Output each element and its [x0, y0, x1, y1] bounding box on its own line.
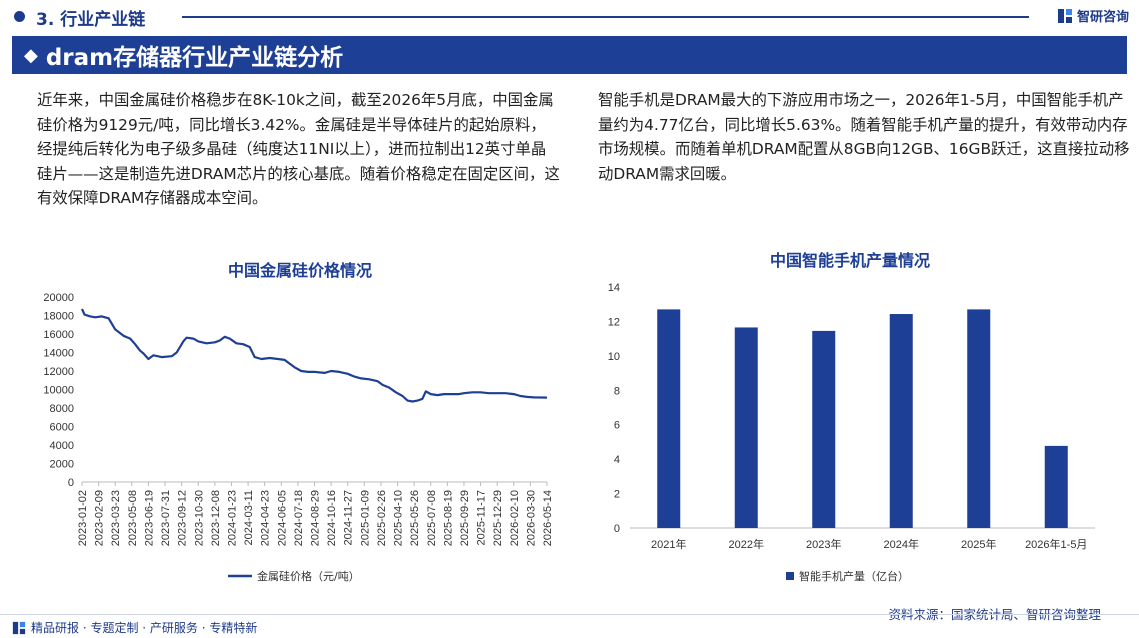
silicon-price-line-chart: 0 2000 4000 6000 8000 10000 12000 14000 16000 180… [43, 292, 554, 583]
x-tick-label: 2023-10-30 [193, 490, 205, 546]
y-tick-label: 14 [608, 282, 620, 294]
y-tick-label: 14000 [43, 348, 74, 360]
y-tick-label: 10000 [43, 385, 74, 397]
bar [812, 330, 836, 528]
brand-logo: 智研咨询 [1057, 6, 1129, 25]
header-divider [182, 16, 1029, 18]
x-tick-label: 2023-12-08 [210, 490, 222, 546]
y-tick-label: 2 [614, 489, 620, 501]
y-tick-label: 12000 [43, 366, 74, 378]
bar [1044, 445, 1068, 528]
x-tick-label: 2023-05-08 [127, 490, 139, 546]
brand-name: 智研咨询 [1076, 10, 1129, 25]
y-tick-label: 0 [68, 477, 74, 489]
bar [967, 309, 991, 528]
bar [734, 327, 758, 528]
price-series-line [80, 308, 548, 403]
x-tick-label: 2024年 [884, 537, 919, 551]
x-tick-label: 2025-11-17 [476, 490, 488, 545]
y-tick-label: 0 [614, 523, 620, 535]
x-tick-label: 2025-12-29 [492, 490, 504, 546]
footer-tagline-text: 精品研报 · 专题定制 · 产研服务 · 专精特新 [31, 621, 258, 635]
x-tick-label: 2023-01-02 [77, 490, 89, 546]
y-tick-label: 12 [608, 316, 620, 328]
x-tick-label: 2026-05-14 [542, 490, 554, 546]
x-tick-label: 2023-02-09 [94, 490, 106, 546]
y-tick-label: 10 [608, 351, 620, 363]
x-tick-label: 2022年 [729, 537, 764, 551]
y-tick-label: 18000 [43, 311, 74, 323]
x-tick-label: 2023-07-31 [160, 490, 172, 546]
x-tick-label: 2024-06-05 [276, 490, 288, 546]
y-tick-label: 6000 [50, 422, 74, 434]
smartphone-output-bar-chart: 0 2 4 6 8 10 12 14 2021年 2022年 2023年 2024年 2025年 2026… [608, 282, 1095, 583]
footer-divider [0, 614, 1139, 615]
diamond-icon: ◆ [24, 44, 38, 66]
x-tick-label: 2023年 [806, 537, 841, 551]
y-tick-label: 8000 [50, 403, 74, 415]
legend-swatch [786, 572, 794, 580]
y-tick-label: 6 [614, 420, 620, 432]
x-tick-label: 2023-03-23 [110, 490, 122, 546]
brand-logo-icon [1057, 8, 1072, 23]
x-tick-label: 2025-07-08 [426, 490, 438, 546]
bar [657, 309, 681, 528]
legend-label: 金属硅价格（元/吨） [257, 569, 360, 583]
x-tick-label: 2025-02-26 [376, 490, 388, 546]
page-title: dram存储器行业产业链分析 [45, 45, 344, 71]
x-tick-label: 2025-01-09 [359, 490, 371, 546]
title-banner: ◆ dram存储器行业产业链分析 [12, 36, 1127, 74]
x-tick-label: 2024-08-29 [310, 490, 322, 546]
x-tick-label: 2023-09-12 [177, 490, 189, 546]
y-tick-label: 16000 [43, 329, 74, 341]
x-tick-label: 2025-04-10 [393, 490, 405, 546]
x-tick-label: 2025-09-29 [459, 490, 471, 546]
x-tick-label: 2026年1-5月 [1025, 537, 1087, 551]
x-tick-label: 2023-06-19 [143, 490, 155, 546]
top-bar: 3. 行业产业链 智研咨询 [0, 0, 1139, 34]
y-tick-label: 8 [614, 385, 620, 397]
y-tick-label: 4 [614, 454, 620, 466]
x-tick-label: 2024-01-23 [226, 490, 238, 546]
x-tick-label: 2024-11-27 [343, 490, 355, 545]
x-tick-label: 2025-08-19 [442, 490, 454, 546]
y-tick-label: 4000 [50, 440, 74, 452]
silicon-price-chart-title: 中国金属硅价格情况 [227, 261, 372, 280]
x-tick-label: 2026-03-30 [525, 490, 537, 546]
section-label: 3. 行业产业链 [36, 10, 146, 30]
y-tick-label: 20000 [43, 292, 74, 304]
smartphone-output-chart-title: 中国智能手机产量情况 [769, 251, 930, 270]
x-tick-label: 2024-03-11 [243, 490, 255, 545]
x-tick-label: 2025年 [961, 537, 996, 551]
right-paragraph: 智能手机是DRAM最大的下游应用市场之一，2026年1-5月，中国智能手机产量约… [598, 91, 1130, 183]
legend-label: 智能手机产量（亿台） [799, 569, 909, 583]
x-tick-label: 2021年 [651, 537, 686, 551]
section-dot-icon [14, 11, 25, 22]
x-tick-label: 2025-05-26 [409, 490, 421, 546]
x-tick-label: 2024-04-23 [260, 490, 272, 546]
x-tick-label: 2024-07-18 [293, 490, 305, 546]
footer-logo-icon [12, 621, 26, 634]
bar [889, 314, 913, 528]
x-tick-label: 2026-02-10 [509, 490, 521, 546]
footer-tagline: 精品研报 · 专题定制 · 产研服务 · 专精特新 [12, 619, 257, 636]
y-tick-label: 2000 [50, 459, 74, 471]
x-tick-label: 2024-10-16 [326, 490, 338, 546]
left-paragraph: 近年来，中国金属硅价格稳步在8K-10k之间，截至2026年5月底，中国金属硅价… [37, 91, 560, 207]
